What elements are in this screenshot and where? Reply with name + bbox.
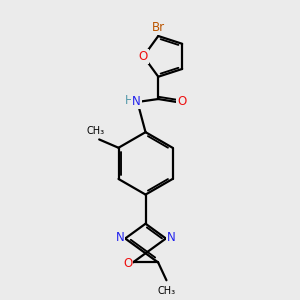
Text: N: N	[167, 231, 176, 244]
Text: N: N	[132, 95, 141, 109]
Text: O: O	[139, 50, 148, 63]
Text: O: O	[177, 95, 187, 109]
Text: O: O	[123, 257, 132, 270]
Text: CH₃: CH₃	[158, 286, 175, 296]
Text: N: N	[116, 231, 124, 244]
Text: H: H	[125, 94, 134, 107]
Text: Br: Br	[152, 21, 165, 34]
Text: CH₃: CH₃	[87, 127, 105, 136]
